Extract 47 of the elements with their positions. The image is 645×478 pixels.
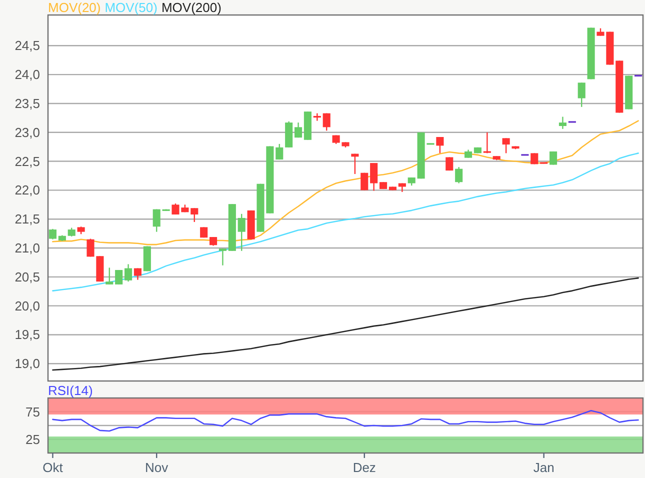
candlestick	[578, 82, 586, 108]
y-tick-label: 20,5	[14, 269, 40, 284]
candlestick	[483, 132, 491, 154]
candlestick	[558, 116, 566, 130]
candlestick	[238, 213, 246, 252]
candlestick	[455, 166, 463, 184]
y-tick-label: 24,5	[14, 38, 40, 54]
candlestick	[276, 143, 284, 160]
candlestick	[190, 208, 198, 223]
candlestick	[370, 162, 378, 192]
text: MOV(20)	[48, 0, 101, 15]
candlestick	[550, 150, 558, 166]
text: MOV(200)	[161, 0, 222, 15]
y-tick-label: 23,5	[14, 96, 40, 111]
candlestick	[218, 248, 226, 266]
candlestick	[502, 138, 510, 154]
candlestick	[294, 122, 302, 138]
line-series	[52, 277, 639, 371]
candlestick	[446, 156, 454, 172]
y-tick-label: 21,0	[14, 240, 40, 256]
y-tick-label: 25	[26, 432, 40, 447]
x-tick-label: Dez	[352, 460, 376, 475]
text: MOV(50)	[104, 0, 158, 15]
x-tick-label: Jan	[533, 460, 554, 475]
series-label: RSI(14)	[48, 383, 93, 398]
y-tick-label: 20,0	[14, 298, 40, 314]
y-tick-label: 75	[26, 404, 40, 420]
candlestick	[124, 264, 132, 282]
line-series	[52, 120, 639, 246]
x-tick-label: Nov	[145, 460, 169, 475]
y-tick-label: 19,5	[14, 327, 40, 342]
candlestick	[313, 112, 321, 122]
y-tick-label: 23,0	[14, 124, 40, 140]
candlestick	[106, 267, 114, 286]
x-tick-label: Okt	[42, 460, 64, 475]
line-series	[52, 410, 639, 432]
candlestick	[115, 269, 123, 286]
y-tick-label: 22,5	[14, 154, 40, 169]
candlestick	[436, 136, 444, 154]
y-tick-label: 19,0	[14, 356, 40, 372]
y-tick-label: 24,0	[14, 67, 40, 82]
candlestick	[152, 208, 160, 232]
y-tick-label: 22,0	[14, 182, 40, 198]
candlestick	[48, 228, 56, 240]
line-series	[52, 152, 639, 292]
candlestick	[322, 112, 330, 132]
y-tick-label: 21,5	[14, 212, 40, 227]
